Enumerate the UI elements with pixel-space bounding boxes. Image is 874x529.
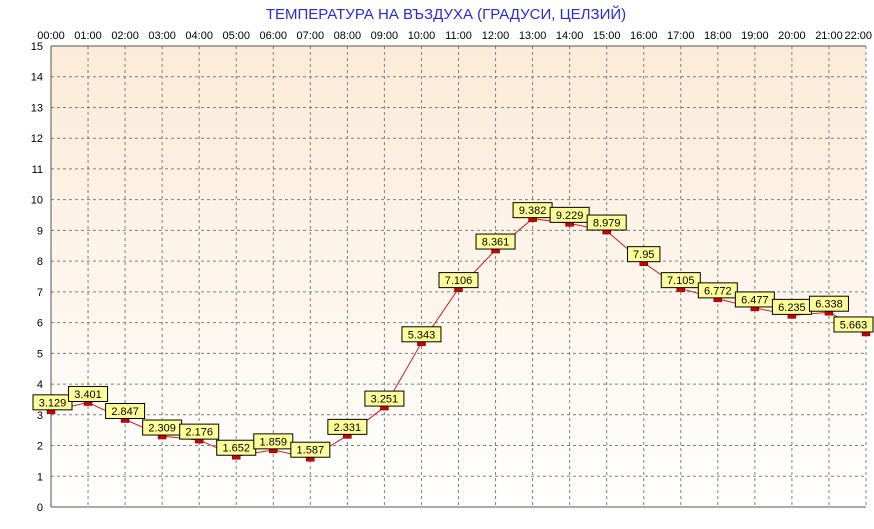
data-label: 6.772 <box>704 285 732 297</box>
x-tick-label: 02:00 <box>111 30 139 42</box>
data-label: 3.251 <box>371 394 399 406</box>
y-tick-label: 9 <box>37 225 43 237</box>
x-tick-label: 17:00 <box>667 30 695 42</box>
data-label-box <box>179 423 220 440</box>
data-label: 7.95 <box>633 249 654 261</box>
y-tick-label: 5 <box>37 348 43 360</box>
data-labels: 3.129 3.401 2.847 2.309 2.176 1.652 1.859 1.587… <box>32 202 874 458</box>
y-tick-label: 2 <box>37 441 43 453</box>
data-label: 8.979 <box>593 218 621 230</box>
data-label-box <box>586 214 627 231</box>
data-label-box <box>627 246 661 263</box>
x-tick-label: 20:00 <box>778 30 806 42</box>
x-tick-label: 08:00 <box>334 30 362 42</box>
y-tick-label: 3 <box>37 410 43 422</box>
y-tick-label: 15 <box>31 41 43 53</box>
data-label: 6.338 <box>815 299 843 311</box>
y-tick-label: 4 <box>37 379 43 391</box>
x-tick-labels: 00:00 01:00 02:00 03:00 04:00 05:00 06:00 07:00… <box>37 30 872 42</box>
data-label-box <box>290 441 331 458</box>
y-tick-label: 6 <box>37 318 43 330</box>
data-label-box <box>327 418 368 435</box>
data-label: 6.235 <box>778 302 806 314</box>
data-label-box <box>438 272 479 289</box>
x-tick-label: 09:00 <box>371 30 399 42</box>
y-tick-label: 12 <box>31 133 43 145</box>
data-label: 2.176 <box>185 427 213 439</box>
x-tick-label: 13:00 <box>519 30 547 42</box>
y-tick-label: 0 <box>37 502 43 514</box>
data-label: 2.847 <box>111 406 139 418</box>
data-label-box <box>475 233 516 250</box>
y-tick-label: 8 <box>37 256 43 268</box>
data-label-box <box>697 282 738 299</box>
x-tick-label: 22:00 <box>844 30 872 42</box>
data-label-box <box>808 295 849 312</box>
data-markers <box>46 215 871 462</box>
data-label-box <box>32 394 73 411</box>
data-label: 9.382 <box>519 205 547 217</box>
data-label: 7.106 <box>445 275 473 287</box>
x-tick-label: 19:00 <box>741 30 769 42</box>
y-tick-label: 10 <box>31 195 43 207</box>
x-tick-label: 06:00 <box>260 30 288 42</box>
y-tick-label: 1 <box>37 471 43 483</box>
x-tick-label: 12:00 <box>482 30 510 42</box>
y-tick-label: 11 <box>32 164 43 176</box>
data-label-box <box>833 316 874 333</box>
x-tick-label: 16:00 <box>630 30 658 42</box>
x-tick-label: 00:00 <box>37 30 65 42</box>
x-tick-label: 10:00 <box>408 30 436 42</box>
data-label-box <box>401 326 442 343</box>
data-label: 1.859 <box>260 436 288 448</box>
x-tick-label: 21:00 <box>815 30 843 42</box>
x-tick-label: 04:00 <box>185 30 213 42</box>
x-tick-label: 07:00 <box>297 30 325 42</box>
data-label-box <box>68 385 109 402</box>
data-label-box <box>105 403 146 420</box>
data-label: 2.331 <box>334 422 362 434</box>
data-label-box <box>660 272 701 289</box>
data-label: 1.652 <box>222 443 250 455</box>
data-label: 3.401 <box>74 389 102 401</box>
x-tick-label: 15:00 <box>593 30 621 42</box>
x-tick-label: 03:00 <box>148 30 176 42</box>
data-label: 8.361 <box>482 237 510 249</box>
x-tick-label: 01:00 <box>74 30 102 42</box>
data-label: 5.343 <box>408 329 436 341</box>
x-tick-label: 18:00 <box>704 30 732 42</box>
x-tick-label: 11:00 <box>445 30 472 42</box>
chart-title: ТЕМПЕРАТУРА НА ВЪЗДУХА (ГРАДУСИ, ЦЕЛЗИЙ) <box>266 5 626 23</box>
data-label-box <box>253 433 294 450</box>
y-tick-label: 13 <box>31 102 43 114</box>
data-label: 1.587 <box>297 445 325 457</box>
x-tick-label: 14:00 <box>556 30 584 42</box>
data-label: 6.477 <box>741 294 769 306</box>
y-tick-label: 7 <box>37 287 43 299</box>
axes <box>50 45 867 508</box>
data-label: 3.129 <box>39 397 67 409</box>
data-label: 9.229 <box>556 210 584 222</box>
data-label: 2.309 <box>148 423 176 435</box>
data-label-box <box>364 390 405 407</box>
data-label: 7.105 <box>667 275 695 287</box>
x-tick-label: 05:00 <box>222 30 250 42</box>
data-label: 5.663 <box>840 319 868 331</box>
y-tick-label: 14 <box>31 72 43 84</box>
